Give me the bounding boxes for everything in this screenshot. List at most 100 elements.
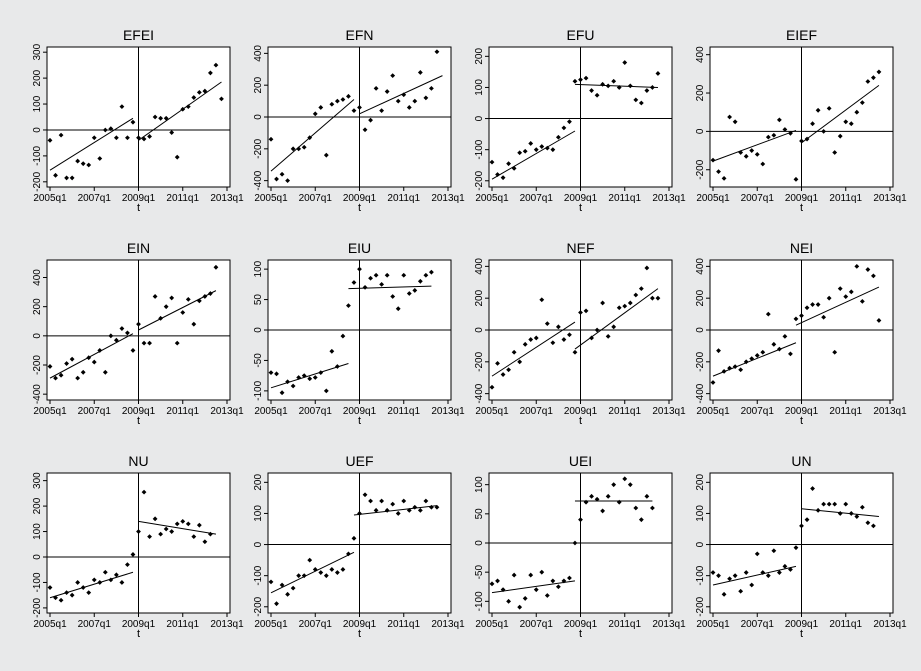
y-tick-label: 100 xyxy=(474,79,485,96)
y-tick-label: 0 xyxy=(474,115,485,121)
data-point xyxy=(362,284,368,290)
panel-title: EFEI xyxy=(123,27,154,43)
x-tick-label: 2011q1 xyxy=(608,406,641,417)
data-point xyxy=(401,92,407,98)
data-point xyxy=(600,81,606,87)
x-tick-label: 2009q1 xyxy=(122,406,156,417)
data-point xyxy=(318,570,324,575)
data-point xyxy=(75,580,81,585)
data-point xyxy=(810,302,815,307)
data-point xyxy=(765,134,771,140)
data-point xyxy=(334,98,340,104)
data-point xyxy=(528,337,534,342)
x-tick-label: 2005q1 xyxy=(254,619,288,630)
panel-title: EIN xyxy=(127,240,150,256)
data-point xyxy=(307,135,313,141)
data-point xyxy=(274,371,279,377)
data-point xyxy=(721,368,727,374)
data-point xyxy=(506,598,511,604)
x-tick-label: 2011q1 xyxy=(829,619,862,630)
data-point xyxy=(213,62,219,68)
data-point xyxy=(158,115,164,121)
panel-title: UEF xyxy=(346,453,374,469)
data-point xyxy=(91,359,97,365)
y-tick-label: 0 xyxy=(253,114,264,120)
data-point xyxy=(495,578,500,584)
y-tick-label: -200 xyxy=(32,597,43,617)
data-point xyxy=(368,117,373,123)
panel-nei: NEI -400 -200 0 200 400 2005q1 2007q1 2009q1 2011… xyxy=(695,240,907,427)
data-point xyxy=(738,367,744,373)
y-tick-label: 200 xyxy=(474,289,485,306)
data-point xyxy=(710,157,716,163)
data-point xyxy=(113,337,119,343)
y-tick-label: -50 xyxy=(253,353,264,368)
x-tick-label: 2007q1 xyxy=(78,619,112,630)
data-point xyxy=(290,383,296,389)
data-point xyxy=(301,144,307,150)
panel-title: UN xyxy=(791,453,811,469)
data-point xyxy=(572,78,578,84)
data-point xyxy=(539,144,545,149)
y-tick-label: 400 xyxy=(695,46,706,63)
x-tick-label: 2013q1 xyxy=(873,406,907,417)
data-point xyxy=(583,75,589,81)
data-point xyxy=(130,119,136,125)
data-point xyxy=(821,128,827,134)
data-point xyxy=(296,146,302,152)
data-point xyxy=(64,361,69,366)
data-point xyxy=(489,159,495,165)
data-point xyxy=(611,482,617,488)
x-tick-label: 2007q1 xyxy=(520,619,554,630)
x-tick-label: 2013q1 xyxy=(652,193,686,204)
data-point xyxy=(351,108,357,114)
data-point xyxy=(379,498,385,504)
data-point xyxy=(163,304,169,310)
x-axis-title: t xyxy=(579,202,582,214)
data-point xyxy=(285,379,290,385)
data-point xyxy=(876,69,882,75)
data-point xyxy=(848,289,854,295)
data-point xyxy=(799,523,804,529)
data-point xyxy=(80,369,86,375)
y-tick-label: 400 xyxy=(474,258,485,275)
data-point xyxy=(600,508,606,514)
x-axis-title: t xyxy=(358,202,361,214)
data-point xyxy=(274,176,279,182)
data-point xyxy=(97,156,103,161)
data-point xyxy=(323,388,329,394)
data-point xyxy=(771,548,777,554)
data-point xyxy=(384,507,390,513)
panel-title: NEI xyxy=(790,240,813,256)
data-point xyxy=(69,175,75,181)
data-point xyxy=(793,316,799,322)
data-point xyxy=(749,148,755,153)
data-point xyxy=(395,98,401,104)
data-point xyxy=(53,595,58,601)
data-point xyxy=(533,147,539,153)
data-point xyxy=(865,79,871,84)
data-point xyxy=(58,597,64,603)
x-axis-title: t xyxy=(800,415,803,427)
y-tick-label: 50 xyxy=(253,294,264,306)
data-point xyxy=(208,291,213,296)
data-point xyxy=(749,356,755,362)
data-point xyxy=(638,517,644,523)
data-point xyxy=(738,150,744,155)
data-point xyxy=(368,275,373,281)
data-point xyxy=(384,89,390,94)
data-point xyxy=(334,364,340,369)
data-point xyxy=(793,545,799,551)
data-point xyxy=(152,294,158,299)
data-point xyxy=(434,504,440,510)
data-point xyxy=(119,104,125,110)
data-point xyxy=(312,375,318,380)
data-point xyxy=(429,504,434,510)
data-point xyxy=(854,514,860,519)
data-point xyxy=(627,83,633,89)
data-point xyxy=(340,567,346,572)
y-tick-label: 0 xyxy=(695,541,706,547)
data-point xyxy=(202,294,208,299)
data-point xyxy=(561,125,567,131)
fit-segment-2 xyxy=(801,84,880,144)
